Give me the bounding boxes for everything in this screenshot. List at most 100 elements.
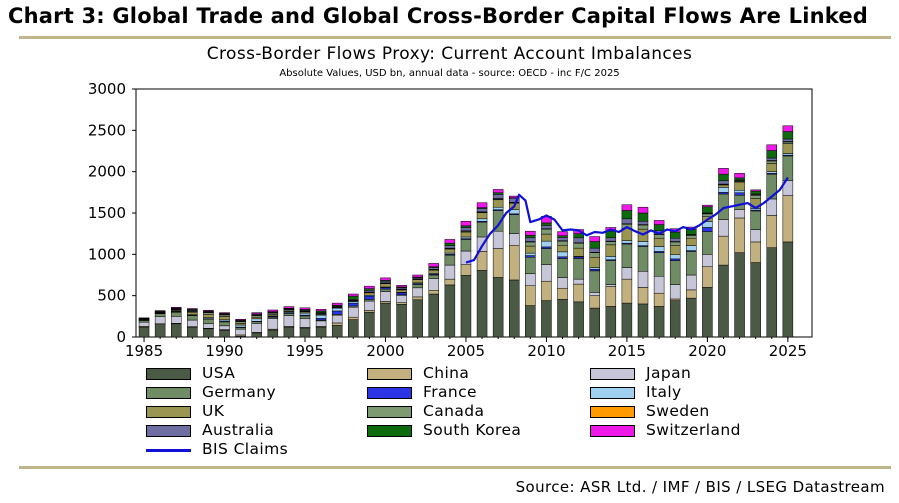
- bar-japan-2008: [508, 233, 520, 246]
- legend-swatch-germany: [146, 387, 191, 399]
- bar-canada-2018: [669, 241, 681, 246]
- bar-australia-2014: [605, 237, 617, 242]
- bar-china-2024: [766, 215, 778, 248]
- bar-switzerland-2002: [412, 274, 423, 278]
- legend-swatch-usa: [146, 368, 191, 380]
- bar-germany-2003: [428, 274, 440, 279]
- bar-usa-2023: [750, 262, 761, 338]
- bar-japan-2018: [669, 284, 681, 300]
- bar-usa-2014: [605, 306, 617, 338]
- bar-switzerland-1988: [187, 308, 198, 310]
- bar-usa-2003: [428, 293, 440, 338]
- bar-germany-2006: [476, 221, 488, 238]
- bar-japan-2015: [621, 267, 633, 280]
- bar-italy-1992: [251, 318, 262, 322]
- bar-china-2022: [734, 217, 745, 253]
- chart-plot: 0 500 1000 1500 2000 2500 3000 1985 1990 1995 2000…: [88, 80, 813, 360]
- bar-usa-2001: [396, 304, 407, 338]
- bar-germany-2004: [444, 254, 456, 266]
- bar-china-2019: [686, 289, 697, 299]
- bar-france-1999: [364, 295, 375, 300]
- bar-usa-2012: [573, 301, 584, 338]
- bar-australia-2018: [669, 237, 681, 242]
- top-divider: [19, 36, 891, 39]
- bar-italy-2017: [653, 246, 665, 252]
- bar-germany-2009: [525, 256, 536, 275]
- bar-japan-1986: [154, 316, 166, 325]
- bar-china-2007: [492, 248, 504, 278]
- legend-swatch-switzerland: [590, 425, 635, 437]
- bar-japan-1991: [235, 328, 246, 336]
- bar-japan-2001: [396, 295, 407, 303]
- x-tick-label: 2025: [769, 342, 807, 360]
- bar-usa-2016: [637, 303, 649, 338]
- legend-label-uk: UK: [202, 402, 225, 420]
- bar-switzerland-2020: [702, 204, 713, 208]
- bar-usa-1994: [283, 326, 295, 338]
- bar-italy-2015: [621, 240, 633, 244]
- bar-usa-1993: [267, 329, 279, 338]
- bar-japan-2014: [605, 284, 617, 287]
- bar-usa-2002: [412, 299, 423, 338]
- bar-germany-2018: [669, 260, 681, 285]
- bar-germany-1989: [203, 318, 214, 325]
- bar-switzerland-2006: [476, 202, 488, 208]
- bar-australia-2004: [444, 245, 456, 249]
- bar-usa-1995: [299, 327, 311, 338]
- bar-china-2005: [460, 264, 472, 276]
- chart-subtitle: Absolute Values, USD bn, annual data - s…: [279, 68, 620, 79]
- bar-uk-2011: [557, 244, 568, 253]
- bar-germany-2019: [686, 251, 697, 276]
- legend-line-bis-claims: [146, 449, 191, 452]
- legend-swatch-south-korea: [367, 425, 412, 437]
- bar-japan-2016: [637, 271, 649, 288]
- legend-label-france: France: [423, 383, 477, 401]
- bar-uk-2014: [605, 244, 617, 257]
- bar-china-2011: [557, 287, 568, 300]
- bar-switzerland-1998: [348, 293, 359, 297]
- bar-china-2003: [428, 290, 440, 295]
- bar-germany-1987: [170, 311, 182, 317]
- legend-swatch-japan: [590, 368, 635, 380]
- legend-label-sweden: Sweden: [646, 402, 710, 420]
- bar-australia-2009: [525, 237, 536, 242]
- bar-uk-2003: [428, 269, 440, 274]
- bar-germany-2010: [541, 248, 552, 265]
- bar-germany-1988: [187, 315, 198, 321]
- bar-china-2009: [525, 285, 536, 306]
- bar-japan-1995: [299, 318, 311, 328]
- x-tick-label: 2020: [688, 342, 726, 360]
- bar-south-korea-2012: [573, 233, 584, 239]
- bar-south-korea-2009: [525, 235, 536, 239]
- bar-france-1998: [348, 302, 359, 307]
- bar-switzerland-2005: [460, 221, 472, 227]
- bar-usa-2000: [380, 302, 391, 338]
- bar-australia-2006: [476, 208, 488, 213]
- bar-italy-1995: [299, 312, 311, 316]
- bar-usa-1987: [170, 323, 182, 338]
- bar-uk-1988: [187, 311, 198, 315]
- bar-uk-2006: [476, 212, 488, 220]
- bar-uk-2022: [734, 181, 745, 191]
- chart-title: Cross-Border Flows Proxy: Current Accoun…: [206, 44, 693, 64]
- bar-uk-1989: [203, 314, 214, 318]
- bar-australia-2013: [589, 247, 600, 253]
- bar-uk-2019: [686, 237, 697, 246]
- bar-south-korea-2010: [541, 222, 552, 226]
- legend-label-bis-claims: BIS Claims: [202, 440, 289, 458]
- bar-china-2021: [718, 235, 729, 266]
- bar-switzerland-1985: [138, 317, 150, 319]
- x-tick-label: 1985: [125, 342, 163, 360]
- legend-label-china: China: [423, 364, 470, 382]
- bar-germany-2016: [637, 246, 649, 272]
- bar-south-korea-2022: [734, 177, 745, 181]
- bar-china-2023: [750, 241, 761, 263]
- bar-italy-2006: [476, 218, 488, 222]
- bar-germany-2025: [782, 155, 794, 182]
- bar-switzerland-1986: [154, 310, 166, 312]
- bar-italy-2021: [718, 187, 729, 193]
- x-tick-label: 1990: [205, 342, 243, 360]
- legend-label-usa: USA: [202, 364, 236, 382]
- legend-label-australia: Australia: [202, 421, 275, 439]
- bar-uk-2021: [718, 184, 729, 188]
